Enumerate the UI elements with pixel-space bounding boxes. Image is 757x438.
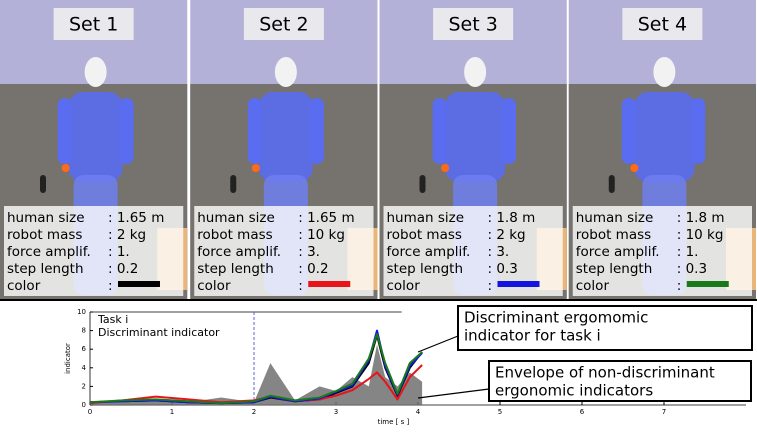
x-tick-label: 3: [334, 408, 338, 416]
torso: [69, 92, 123, 182]
hand: [630, 164, 638, 172]
param-label: force amplif.: [576, 244, 660, 260]
param-value: : 3.: [298, 244, 320, 260]
panel-title: Set 4: [638, 14, 687, 36]
panel: Set 1 human size : 1.65 m robot mass : 2 kg f…: [0, 0, 187, 300]
arm-r: [691, 98, 705, 164]
panel-title: Set 3: [448, 14, 497, 36]
param-label: human size: [7, 210, 85, 226]
panel: Set 4 human size : 1.8 m robot mass : 10 kg f…: [569, 0, 756, 300]
figure: Set 1 human size : 1.65 m robot mass : 2 kg f…: [0, 0, 757, 434]
param-label: force amplif.: [197, 244, 281, 260]
param-value: :: [108, 278, 113, 294]
param-label: color: [7, 278, 41, 294]
color-swatch: [687, 281, 729, 287]
x-tick-label: 6: [580, 408, 585, 416]
x-tick-label: 4: [416, 408, 421, 416]
param-value: : 0.2: [108, 261, 138, 277]
param-label: robot mass: [197, 227, 272, 243]
annotation-text: indicator for task i: [464, 327, 601, 345]
x-axis-label: time [ s ]: [378, 418, 410, 426]
param-label: human size: [576, 210, 654, 226]
cylinder: [420, 175, 426, 193]
annotation-text: Discriminant ergomomic: [464, 309, 648, 327]
color-swatch: [118, 281, 160, 287]
param-label: color: [576, 278, 610, 294]
torso: [445, 92, 505, 182]
hand: [252, 164, 260, 172]
param-value: : 10 kg: [298, 227, 345, 243]
param-value: : 1.65 m: [108, 210, 164, 226]
param-label: step length: [197, 261, 274, 277]
param-label: human size: [387, 210, 465, 226]
cylinder: [230, 175, 236, 193]
param-value: : 0.2: [298, 261, 328, 277]
cylinder: [609, 175, 615, 193]
param-label: force amplif.: [7, 244, 91, 260]
param-label: robot mass: [387, 227, 462, 243]
param-value: : 10 kg: [677, 227, 724, 243]
param-label: step length: [576, 261, 653, 277]
y-tick-label: 10: [77, 308, 86, 316]
param-value: : 1.8 m: [488, 210, 536, 226]
param-label: robot mass: [7, 227, 82, 243]
param-label: color: [387, 278, 421, 294]
arm-r: [120, 98, 134, 164]
param-label: step length: [7, 261, 84, 277]
param-value: : 2 kg: [488, 227, 526, 243]
panel-title: Set 1: [69, 14, 118, 36]
arm-l: [248, 98, 262, 164]
arm-l: [433, 98, 447, 164]
param-value: : 0.3: [488, 261, 518, 277]
y-axis-label: indicator: [64, 343, 72, 374]
panel: Set 2 human size : 1.65 m robot mass : 10 kg…: [190, 0, 377, 300]
param-label: force amplif.: [387, 244, 471, 260]
param-value: : 0.3: [677, 261, 707, 277]
param-value: : 3.: [488, 244, 510, 260]
param-value: : 1.: [677, 244, 699, 260]
chart-text: Discriminant indicator: [98, 326, 220, 339]
param-value: :: [677, 278, 682, 294]
param-value: : 2 kg: [108, 227, 146, 243]
arm-r: [502, 98, 516, 164]
param-label: color: [197, 278, 231, 294]
torso: [634, 92, 694, 182]
head: [464, 57, 486, 87]
arm-l: [58, 98, 72, 164]
y-tick-label: 2: [82, 382, 86, 390]
x-tick-label: 2: [252, 408, 256, 416]
y-tick-label: 6: [82, 345, 87, 353]
annotation-text: Envelope of non-discriminant: [495, 364, 715, 382]
hand: [62, 164, 70, 172]
panel-title: Set 2: [259, 14, 308, 36]
color-swatch: [308, 281, 350, 287]
param-label: human size: [197, 210, 275, 226]
cylinder: [40, 175, 46, 193]
x-tick-label: 5: [498, 408, 502, 416]
arm-r: [310, 98, 324, 164]
x-tick-label: 1: [170, 408, 174, 416]
y-tick-label: 4: [82, 364, 87, 372]
param-label: step length: [387, 261, 464, 277]
head: [85, 57, 107, 87]
head: [653, 57, 675, 87]
param-value: :: [298, 278, 303, 294]
y-tick-label: 8: [82, 327, 86, 335]
param-value: :: [488, 278, 493, 294]
arm-l: [622, 98, 636, 164]
panel: Set 3 human size : 1.8 m robot mass : 2 kg fo…: [380, 0, 567, 300]
x-tick-label: 7: [662, 408, 666, 416]
hand: [441, 164, 449, 172]
color-swatch: [498, 281, 540, 287]
param-label: robot mass: [576, 227, 651, 243]
param-value: : 1.: [108, 244, 130, 260]
head: [275, 57, 297, 87]
param-value: : 1.8 m: [677, 210, 725, 226]
chart-text: Task i: [97, 313, 128, 326]
annotation-text: ergonomic indicators: [495, 382, 653, 400]
y-tick-label: 0: [82, 401, 86, 409]
x-tick-label: 0: [88, 408, 92, 416]
param-value: : 1.65 m: [298, 210, 354, 226]
torso: [259, 92, 313, 182]
